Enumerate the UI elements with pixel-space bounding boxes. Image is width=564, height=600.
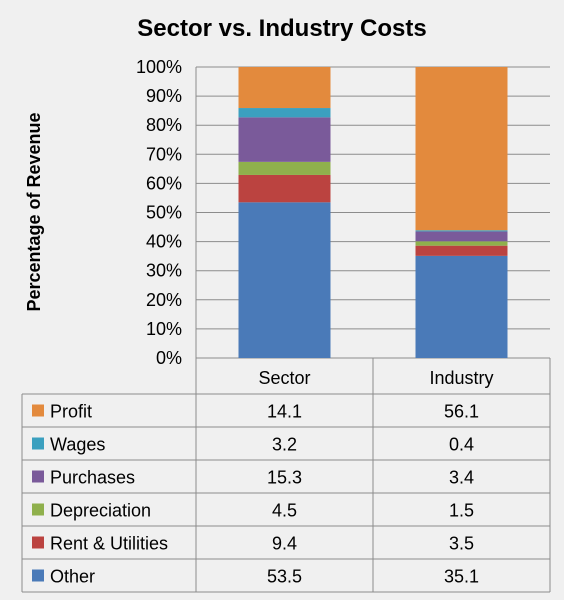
y-tick-label: 80%: [146, 115, 182, 135]
category-label: Industry: [429, 368, 493, 388]
y-tick-label: 0%: [156, 348, 182, 368]
y-tick-label: 20%: [146, 290, 182, 310]
bar-segment-profit: [415, 67, 508, 231]
table-value: 56.1: [444, 402, 479, 422]
legend-label: Rent & Utilities: [50, 534, 168, 554]
bar-segment-wages: [238, 108, 331, 118]
table-value: 35.1: [444, 567, 479, 587]
table-value: 3.4: [449, 468, 474, 488]
table-value: 3.5: [449, 534, 474, 554]
y-axis-label: Percentage of Revenue: [24, 112, 44, 311]
bar-segment-other: [238, 202, 331, 358]
y-tick-label: 70%: [146, 144, 182, 164]
legend-swatch: [32, 569, 44, 582]
bars: [238, 67, 508, 358]
y-tick-label: 10%: [146, 319, 182, 339]
bar-segment-purchases: [238, 117, 331, 162]
legend-swatch: [32, 503, 44, 516]
y-tick-label: 50%: [146, 203, 182, 223]
bar-segment-depreciation: [238, 161, 331, 175]
legend-label: Purchases: [50, 468, 135, 488]
legend-label: Wages: [50, 435, 105, 455]
y-tick-label: 30%: [146, 261, 182, 281]
legend-swatch: [32, 536, 44, 549]
legend-label: Other: [50, 567, 95, 587]
y-tick-label: 40%: [146, 232, 182, 252]
y-tick-label: 90%: [146, 86, 182, 106]
table-value: 9.4: [272, 534, 297, 554]
table-value: 15.3: [267, 468, 302, 488]
chart-title: Sector vs. Industry Costs: [137, 15, 426, 42]
bar-segment-rent-utilities: [238, 174, 331, 203]
bar-segment-purchases: [415, 231, 508, 242]
table-value: 4.5: [272, 501, 297, 521]
table-value: 14.1: [267, 402, 302, 422]
table-value: 3.2: [272, 435, 297, 455]
legend-swatch: [32, 437, 44, 450]
legend-label: Depreciation: [50, 501, 151, 521]
data-table: Sector Industry Profit 14.1 56.1 Wages 3.2 0.4 P…: [21, 358, 551, 593]
y-tick-label: 100%: [136, 57, 182, 77]
table-value: 0.4: [449, 435, 474, 455]
bar-segment-wages: [415, 230, 508, 232]
legend-swatch: [32, 404, 44, 417]
legend-swatch: [32, 470, 44, 483]
category-label: Sector: [258, 368, 310, 388]
legend-label: Profit: [50, 402, 92, 422]
table-value: 53.5: [267, 567, 302, 587]
bar-segment-profit: [238, 67, 331, 109]
table-value: 1.5: [449, 501, 474, 521]
bar-segment-depreciation: [415, 241, 508, 246]
bar-segment-rent-utilities: [415, 245, 508, 256]
bar-segment-other: [415, 255, 508, 358]
y-tick-label: 60%: [146, 173, 182, 193]
y-ticks: 0% 10% 20% 30% 40% 50% 60% 70% 80% 90% 100%: [136, 57, 182, 368]
